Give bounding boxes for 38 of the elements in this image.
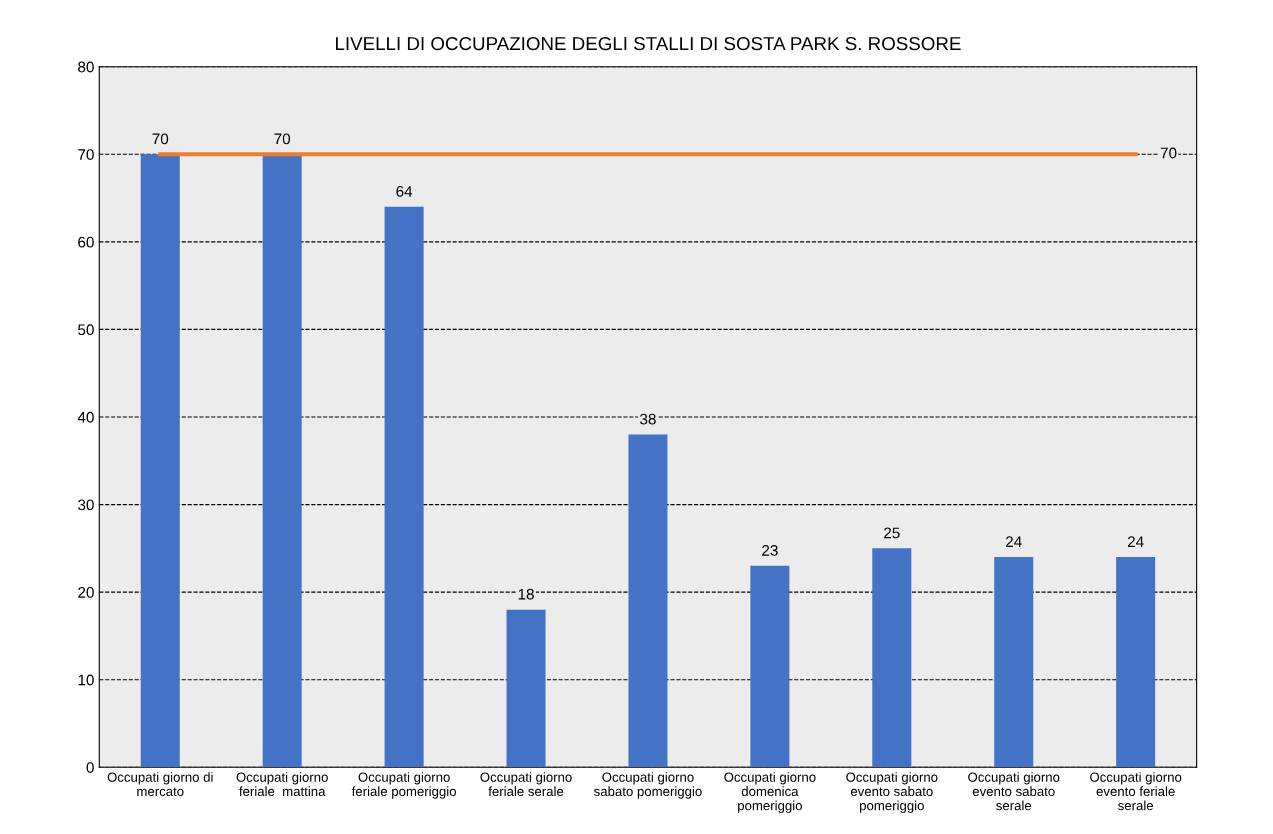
bar (750, 565, 790, 768)
y-tick-label: 50 (78, 324, 94, 336)
bar (506, 609, 546, 768)
y-tick-label: 0 (86, 762, 94, 773)
y-tick-label: 20 (78, 587, 94, 598)
y-tick-label: 10 (78, 674, 94, 686)
bar (1116, 557, 1156, 768)
y-tick-label: 80 (78, 61, 94, 73)
x-tick-label: Occupati giorno sabato pomeriggio (594, 772, 702, 799)
bar (262, 154, 302, 768)
data-label: 24 (1127, 536, 1144, 547)
x-tick-label: Occupati giorno evento sabato pomeriggio (846, 772, 938, 813)
data-label: 70 (152, 133, 169, 145)
data-label: 70 (1160, 147, 1177, 159)
bar (994, 557, 1034, 768)
x-tick-label: Occupati giorno feriale serale (480, 772, 572, 797)
data-label: 18 (518, 588, 534, 600)
bar (140, 154, 180, 768)
x-tick-label: Occupati giorno evento feriale serale (1090, 772, 1182, 811)
bar (872, 548, 912, 768)
x-tick-label: Occupati giorno feriale pomeriggio (351, 772, 456, 799)
data-label: 70 (274, 133, 291, 145)
x-tick-label: Occupati giorno di mercato (107, 772, 213, 797)
y-tick-label: 40 (77, 411, 94, 423)
data-label: 23 (762, 545, 778, 556)
y-tick-label: 60 (78, 236, 94, 248)
data-label: 25 (884, 527, 900, 539)
data-label: 38 (640, 413, 656, 425)
bar (384, 206, 424, 768)
chart-title: LIVELLI DI OCCUPAZIONE DEGLI STALLI DI SOSTA PARK S. ROSSORE (336, 36, 961, 51)
data-label: 64 (396, 185, 413, 197)
bar (628, 434, 668, 768)
x-tick-label: Occupati giorno evento sabato serale (968, 772, 1060, 811)
x-tick-label: Occupati giorno domenica pomeriggio (724, 772, 816, 813)
x-tick-label: Occupati giorno feriale mattina (236, 772, 328, 797)
data-label: 24 (1006, 536, 1022, 547)
y-tick-label: 70 (78, 149, 94, 160)
y-tick-label: 30 (78, 499, 94, 511)
